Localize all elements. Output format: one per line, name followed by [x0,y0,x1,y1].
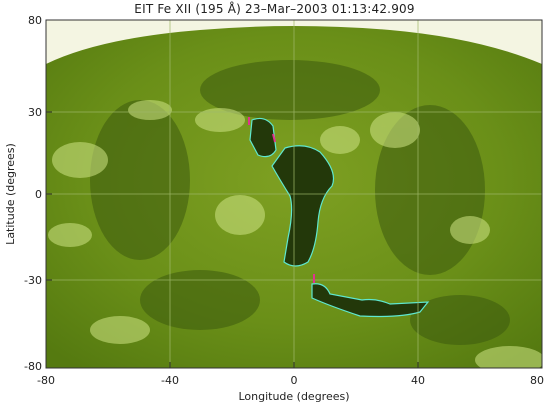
x-tick-label: -80 [37,374,55,387]
grid [46,20,542,368]
y-axis-label: Latitude (degrees) [4,143,17,245]
bright-regions [48,100,542,368]
x-tick-label: 0 [291,374,298,387]
y-tick-label: 30 [28,106,42,119]
plot-title: EIT Fe XII (195 Å) 23–Mar–2003 01:13:42.… [134,2,415,16]
coronal-hole-outline [249,117,430,318]
y-tick-label: -30 [24,274,42,287]
coronal-hole [250,118,428,317]
x-tick-label: -40 [161,374,179,387]
y-tick-label: 0 [35,188,42,201]
x-axis-label: Longitude (degrees) [238,390,349,403]
solar-image [46,20,542,368]
x-tick-label: 80 [530,374,544,387]
axis-ticks [45,19,543,369]
y-tick-label: 80 [28,14,42,27]
x-tick-label: 40 [411,374,425,387]
feature-markers [248,117,315,283]
y-tick-label: -80 [24,360,42,373]
